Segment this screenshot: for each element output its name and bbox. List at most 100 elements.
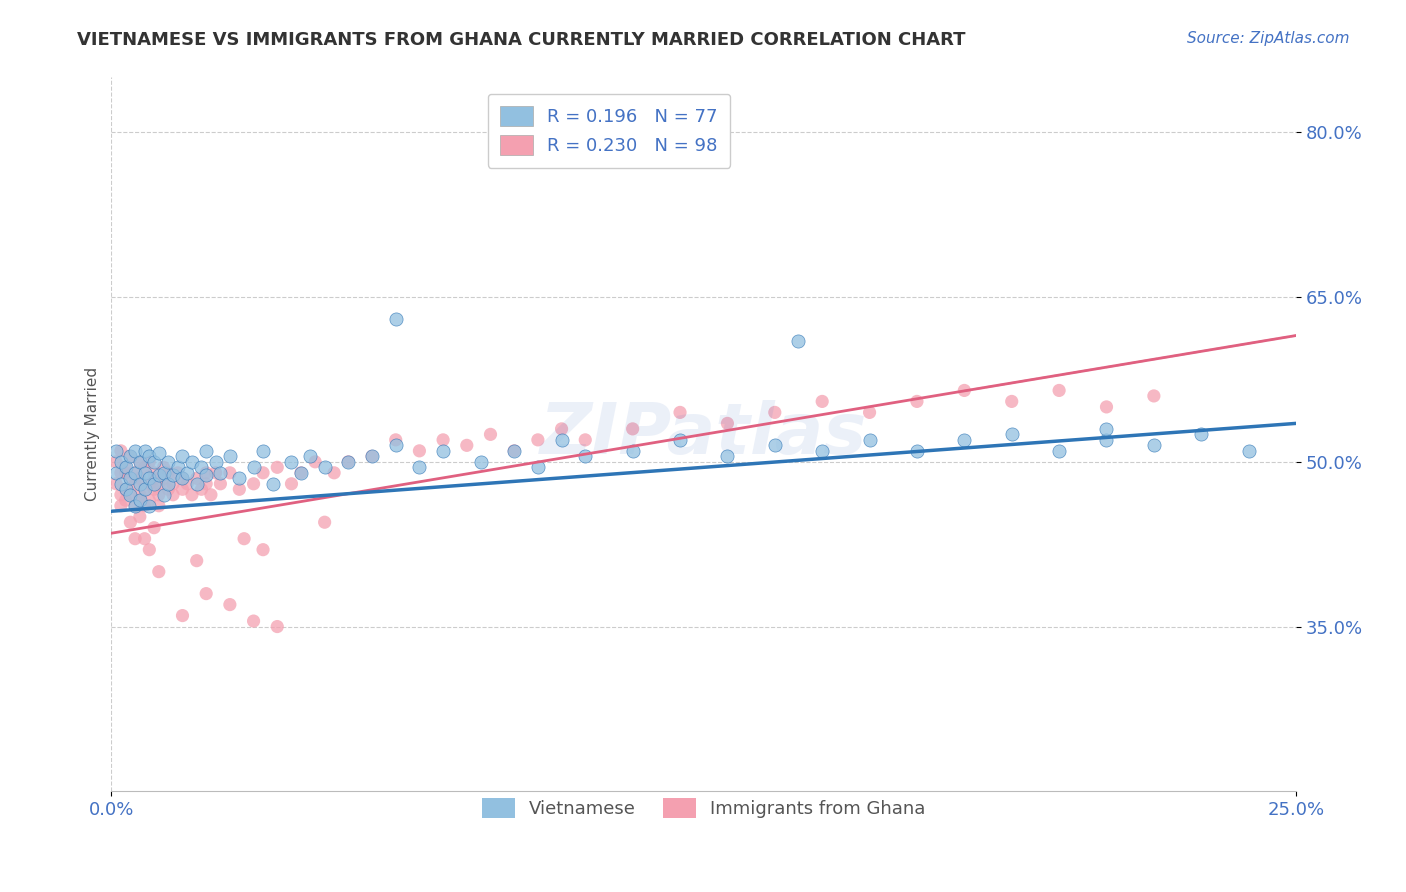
Point (148, 476, 170, 491)
Point (262, 476, 284, 491)
Point (266, 460, 288, 475)
Point (120, 515, 142, 529)
Point (143, 466, 166, 480)
Point (195, 443, 218, 458)
Point (527, 460, 550, 475)
Point (716, 450, 738, 464)
Point (172, 471, 194, 485)
Point (1237, 443, 1260, 458)
Point (456, 438, 478, 452)
Point (124, 532, 146, 546)
Point (124, 476, 146, 491)
Point (621, 422, 644, 436)
Point (120, 488, 142, 502)
Point (1047, 384, 1070, 398)
Point (811, 443, 834, 458)
Point (858, 433, 880, 447)
Point (157, 476, 180, 491)
Point (162, 468, 184, 483)
Point (152, 488, 174, 502)
Point (408, 443, 430, 458)
Point (162, 476, 184, 491)
Point (110, 488, 132, 502)
Point (574, 433, 596, 447)
Point (195, 468, 218, 483)
Point (124, 466, 146, 480)
Point (148, 488, 170, 502)
Point (124, 499, 146, 513)
Point (143, 521, 166, 535)
Point (290, 466, 312, 480)
Point (1047, 443, 1070, 458)
Point (148, 446, 170, 460)
Point (503, 443, 526, 458)
Point (337, 455, 360, 469)
Point (134, 483, 156, 497)
Point (190, 483, 212, 497)
Point (905, 394, 928, 409)
Point (1189, 427, 1212, 442)
Point (304, 455, 326, 469)
Point (143, 455, 166, 469)
Point (209, 476, 232, 491)
Point (138, 455, 160, 469)
Point (527, 433, 550, 447)
Point (157, 455, 180, 469)
Point (361, 450, 384, 464)
Point (172, 471, 194, 485)
Point (204, 466, 226, 480)
Point (811, 394, 834, 409)
Point (763, 405, 786, 419)
Point (157, 466, 180, 480)
Point (1095, 400, 1118, 414)
Point (128, 476, 150, 491)
Point (186, 471, 208, 485)
Point (228, 471, 250, 485)
Point (323, 466, 346, 480)
Point (134, 460, 156, 475)
Point (172, 608, 194, 623)
Point (200, 488, 222, 502)
Point (195, 466, 218, 480)
Point (138, 542, 160, 557)
Point (114, 466, 136, 480)
Point (152, 471, 174, 485)
Point (252, 466, 274, 480)
Point (1095, 422, 1118, 436)
Point (361, 450, 384, 464)
Point (550, 433, 572, 447)
Point (166, 466, 188, 480)
Point (124, 466, 146, 480)
Point (218, 598, 240, 612)
Point (432, 433, 454, 447)
Point (953, 433, 976, 447)
Point (176, 466, 198, 480)
Point (858, 405, 880, 419)
Point (166, 460, 188, 475)
Point (209, 466, 232, 480)
Point (233, 532, 256, 546)
Point (190, 460, 212, 475)
Point (186, 476, 208, 491)
Point (120, 450, 142, 464)
Point (148, 565, 170, 579)
Point (143, 476, 166, 491)
Point (128, 493, 150, 508)
Point (152, 466, 174, 480)
Point (114, 483, 136, 497)
Point (479, 427, 502, 442)
Point (195, 586, 218, 600)
Point (432, 443, 454, 458)
Point (280, 476, 302, 491)
Point (110, 476, 132, 491)
Point (1001, 427, 1024, 442)
Point (574, 450, 596, 464)
Point (134, 483, 156, 497)
Point (110, 466, 132, 480)
Point (1143, 389, 1166, 403)
Point (128, 509, 150, 524)
Point (114, 460, 136, 475)
Point (470, 455, 492, 469)
Point (124, 443, 146, 458)
Y-axis label: Currently Married: Currently Married (86, 368, 100, 501)
